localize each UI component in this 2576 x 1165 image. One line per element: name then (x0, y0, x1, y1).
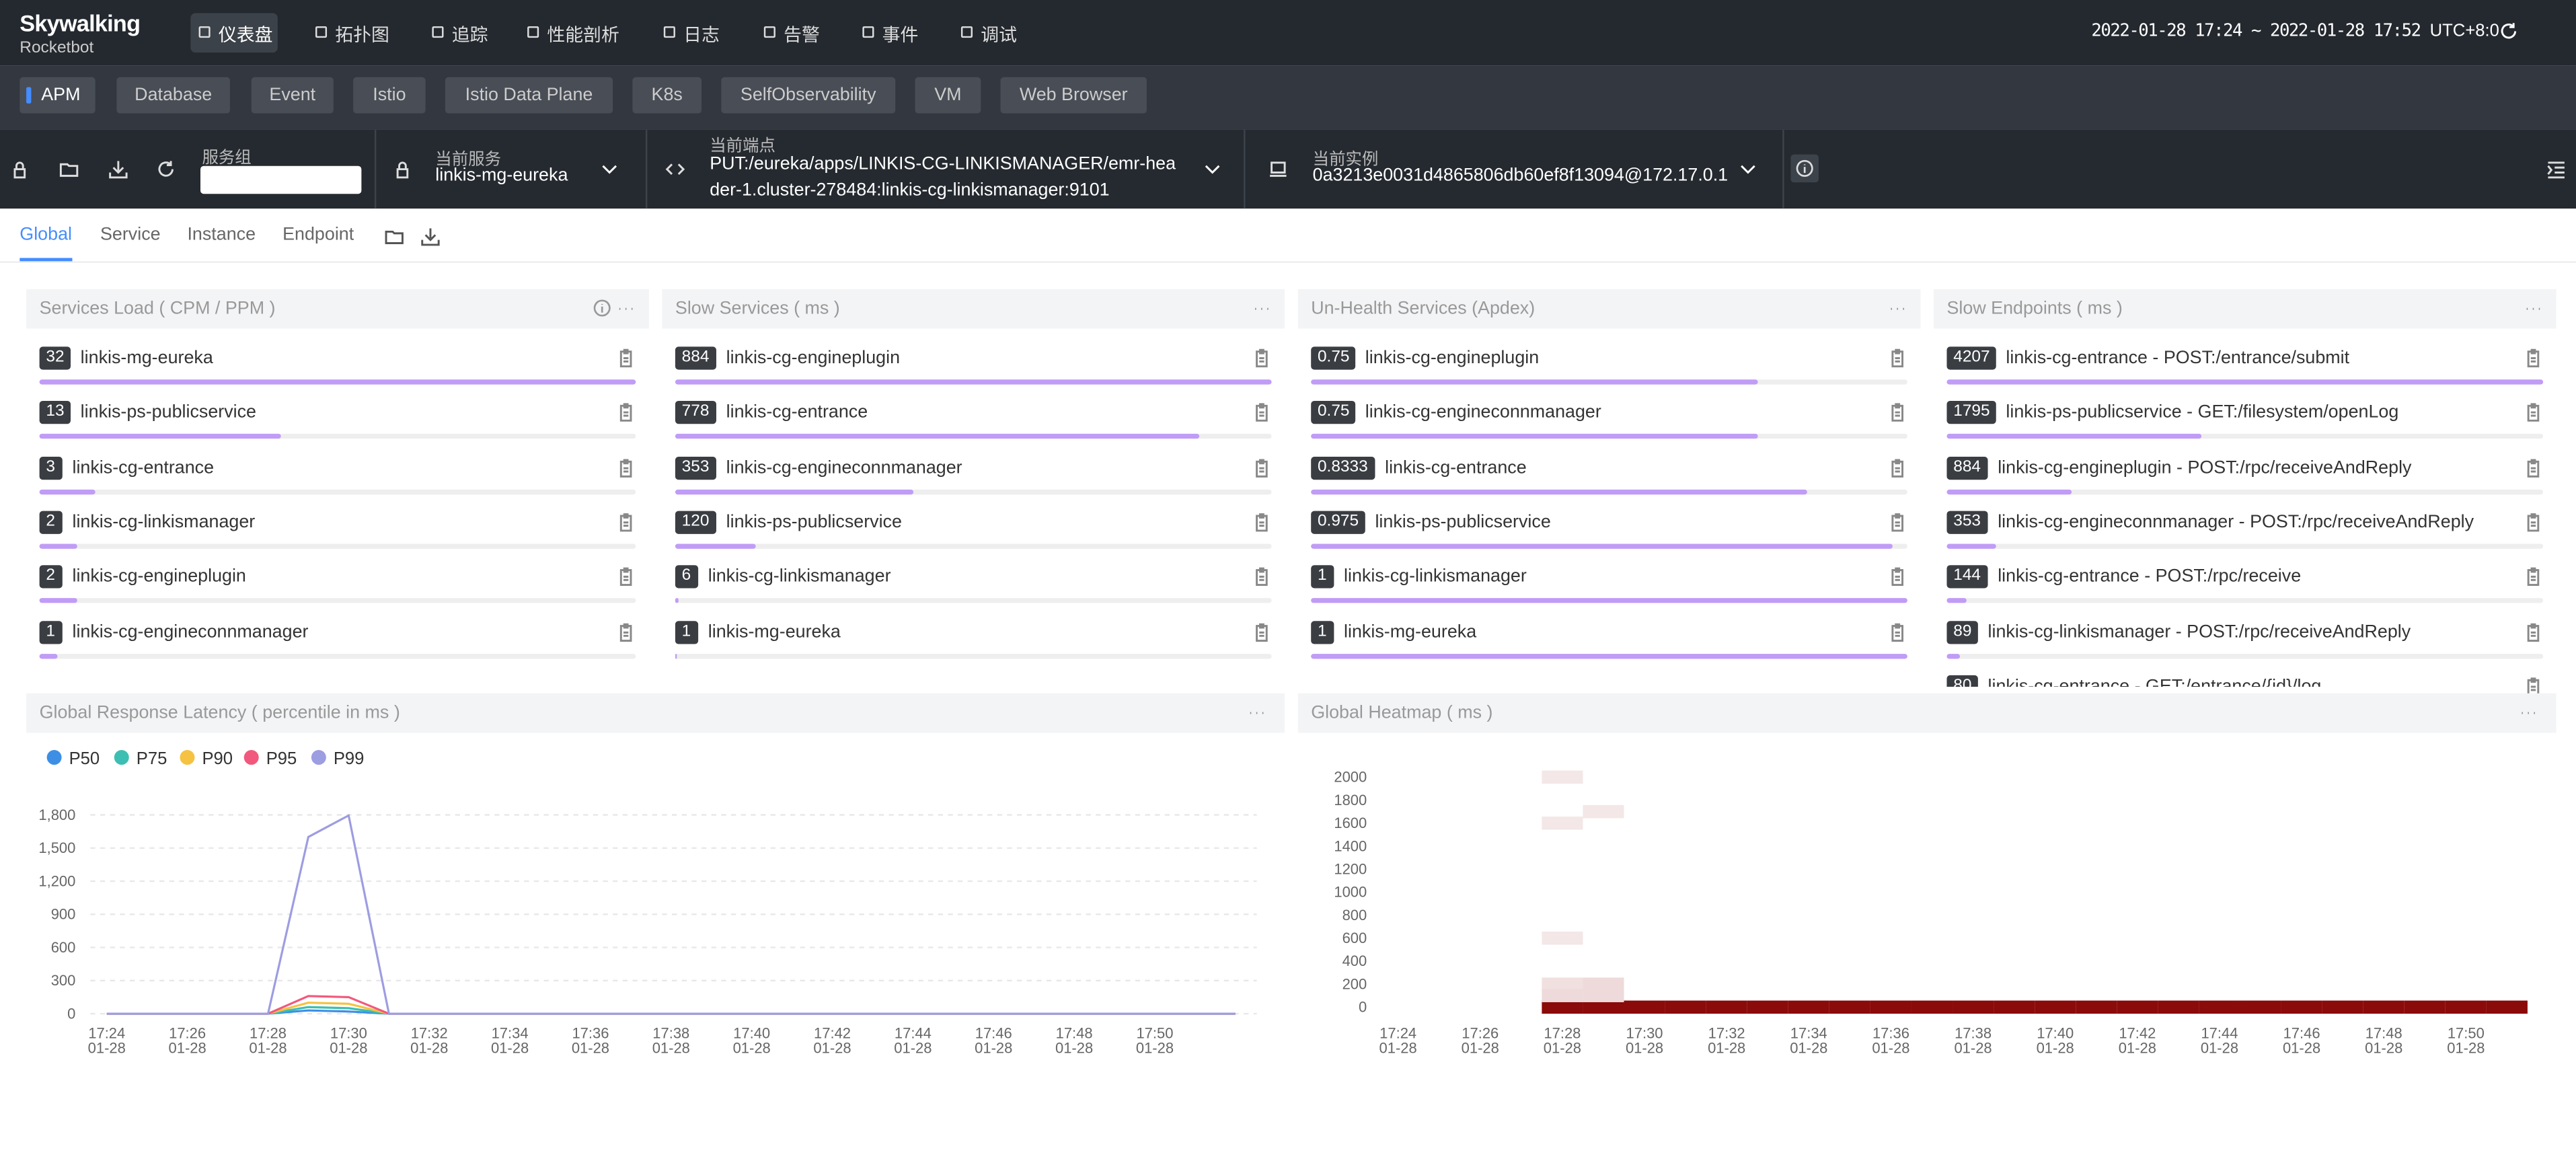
heatmap-cell (1870, 1001, 1911, 1014)
heatmap-cell (2322, 1001, 2363, 1014)
y-tick-label: 1,800 (38, 806, 75, 823)
x-tick-date: 01-28 (1626, 1040, 1663, 1057)
heatmap-cell (1953, 1001, 1994, 1014)
heatmap-cell (1911, 1001, 1953, 1014)
legend-label: P99 (334, 749, 365, 768)
x-tick-date: 01-28 (1136, 1040, 1174, 1057)
heatmap-cell (1542, 817, 1583, 830)
x-tick-date: 01-28 (894, 1040, 932, 1057)
x-tick-date: 01-28 (88, 1040, 126, 1057)
series-line (107, 996, 1236, 1014)
series-line (107, 1003, 1236, 1014)
x-tick-date: 01-28 (1544, 1040, 1581, 1057)
y-tick-label: 300 (51, 972, 76, 989)
legend-label: P95 (266, 749, 297, 768)
x-tick-date: 01-28 (491, 1040, 529, 1057)
heatmap-cell (1542, 989, 1583, 1002)
legend-marker (180, 750, 194, 765)
heatmap-cell (1542, 771, 1583, 784)
x-tick-date: 01-28 (2119, 1040, 2156, 1057)
y-tick-label: 1,500 (38, 839, 75, 856)
x-tick-date: 01-28 (410, 1040, 448, 1057)
heatmap-cell (1583, 977, 1624, 991)
legend-label: P50 (69, 749, 100, 768)
x-tick-date: 01-28 (2447, 1040, 2485, 1057)
legend-marker (311, 750, 326, 765)
x-tick-date: 01-28 (975, 1040, 1012, 1057)
x-tick-date: 01-28 (2365, 1040, 2402, 1057)
x-tick-date: 01-28 (813, 1040, 851, 1057)
heatmap-cell (1583, 805, 1624, 819)
heatmap-cell (2404, 1001, 2446, 1014)
heatmap-cell (1624, 1001, 1665, 1014)
x-tick-date: 01-28 (1954, 1040, 1992, 1057)
y-tick-label: 2000 (1334, 769, 1367, 786)
y-tick-label: 800 (1342, 907, 1367, 924)
legend-label: P75 (137, 749, 167, 768)
x-tick-date: 01-28 (2037, 1040, 2074, 1057)
y-tick-label: 900 (51, 906, 76, 923)
heatmap-cell (1788, 1001, 1829, 1014)
heatmap-cell (2446, 1001, 2487, 1014)
x-tick-date: 01-28 (330, 1040, 367, 1057)
y-tick-label: 200 (1342, 975, 1367, 992)
y-tick-label: 600 (51, 939, 76, 956)
x-tick-date: 01-28 (1708, 1040, 1745, 1057)
heatmap-cell (2035, 1001, 2076, 1014)
heatmap-cell (1583, 989, 1624, 1002)
heatmap-cell (1583, 1001, 1624, 1014)
series-line (107, 815, 1236, 1014)
heatmap-cell (2363, 1001, 2404, 1014)
y-tick-label: 1200 (1334, 860, 1367, 877)
heatmap-cell (2076, 1001, 2117, 1014)
x-tick-date: 01-28 (2201, 1040, 2238, 1057)
heatmap-cell (1542, 977, 1583, 991)
y-tick-label: 0 (1359, 999, 1367, 1016)
y-tick-label: 1,200 (38, 872, 75, 889)
heatmap-cell (1542, 1001, 1583, 1014)
x-tick-date: 01-28 (1379, 1040, 1417, 1057)
legend-marker (244, 750, 259, 765)
x-tick-date: 01-28 (1872, 1040, 1909, 1057)
x-tick-date: 01-28 (249, 1040, 287, 1057)
heatmap-cell (2240, 1001, 2281, 1014)
heatmap-cell (1665, 1001, 1706, 1014)
x-tick-date: 01-28 (1055, 1040, 1093, 1057)
x-tick-date: 01-28 (652, 1040, 690, 1057)
y-tick-label: 1400 (1334, 837, 1367, 854)
y-tick-label: 1000 (1334, 884, 1367, 901)
heatmap-cell (2199, 1001, 2240, 1014)
heatmap-cell (1994, 1001, 2035, 1014)
heatmap-cell (1829, 1001, 1870, 1014)
heatmap-cell (2487, 1001, 2528, 1014)
heatmap-cell (2117, 1001, 2158, 1014)
heatmap-cell (2158, 1001, 2199, 1014)
legend-marker (47, 750, 62, 765)
x-tick-date: 01-28 (2283, 1040, 2320, 1057)
y-tick-label: 1600 (1334, 815, 1367, 831)
x-tick-date: 01-28 (733, 1040, 771, 1057)
y-tick-label: 600 (1342, 930, 1367, 946)
x-tick-date: 01-28 (1790, 1040, 1827, 1057)
x-tick-date: 01-28 (169, 1040, 206, 1057)
y-tick-label: 400 (1342, 952, 1367, 969)
heatmap-cell (1706, 1001, 1747, 1014)
legend-label: P90 (202, 749, 233, 768)
y-tick-label: 0 (67, 1005, 75, 1022)
heatmap-cell (1542, 932, 1583, 945)
heatmap-cell (2281, 1001, 2322, 1014)
x-tick-date: 01-28 (1462, 1040, 1499, 1057)
y-tick-label: 1800 (1334, 792, 1367, 809)
x-tick-date: 01-28 (572, 1040, 609, 1057)
legend-marker (114, 750, 129, 765)
heatmap-cell (1747, 1001, 1788, 1014)
